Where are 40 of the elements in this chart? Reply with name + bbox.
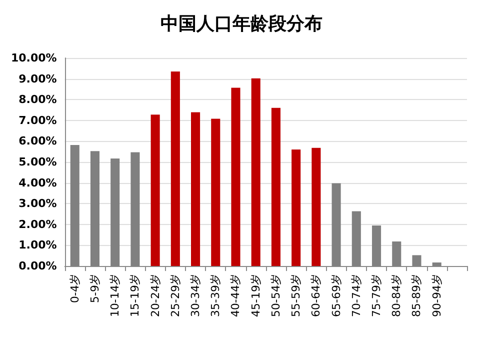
x-tick-label: 65-69岁 — [330, 274, 343, 317]
y-tick-label: 1.00% — [18, 238, 57, 252]
bar — [211, 118, 220, 266]
y-tick-label: 7.00% — [18, 114, 57, 127]
y-tick-label: 4.00% — [18, 176, 57, 190]
x-tick-label: 35-39岁 — [209, 274, 222, 317]
x-tick-label: 15-19岁 — [128, 274, 142, 317]
y-tick-label: 3.00% — [18, 197, 57, 210]
x-tick-label: 20-24岁 — [148, 274, 162, 317]
x-tick-label: 80-84岁 — [390, 274, 404, 317]
x-tick-label: 75-79岁 — [370, 274, 384, 317]
chart-title: 中国人口年龄段分布 — [160, 14, 322, 34]
x-tick-label: 70-74岁 — [350, 274, 363, 317]
y-tick-label: 8.00% — [18, 93, 57, 106]
x-tick-label: 30-34岁 — [189, 274, 202, 317]
x-tick-label: 50-54岁 — [269, 274, 282, 317]
y-tick-label: 2.00% — [18, 218, 57, 231]
x-tick-label: 40-44岁 — [229, 274, 242, 317]
bar — [312, 148, 321, 266]
y-tick-label: 10.00% — [10, 52, 57, 64]
x-tick-label: 90-94岁 — [430, 274, 444, 317]
x-tick-label: 45-19岁 — [249, 274, 262, 317]
bar — [170, 72, 180, 266]
bar — [271, 108, 280, 266]
y-tick-label: 0.00% — [18, 260, 57, 272]
x-tick-label: 85-89岁 — [410, 274, 424, 317]
x-tick-label: 55-59岁 — [290, 274, 303, 317]
bar — [292, 150, 301, 266]
bar — [231, 88, 240, 266]
bar — [150, 114, 160, 266]
x-tick-label: 60-64岁 — [310, 274, 323, 317]
bar — [251, 78, 260, 266]
x-tick-label: 10-14岁 — [108, 274, 122, 317]
x-tick-label: 0-4岁 — [68, 274, 82, 303]
x-tick-label: 5-9岁 — [88, 274, 102, 303]
y-tick-label: 9.00% — [18, 72, 57, 86]
y-tick-label: 5.00% — [18, 156, 57, 168]
y-tick-label: 6.00% — [18, 134, 57, 148]
x-tick-label: 25-29岁 — [168, 274, 182, 317]
bar — [191, 112, 200, 266]
